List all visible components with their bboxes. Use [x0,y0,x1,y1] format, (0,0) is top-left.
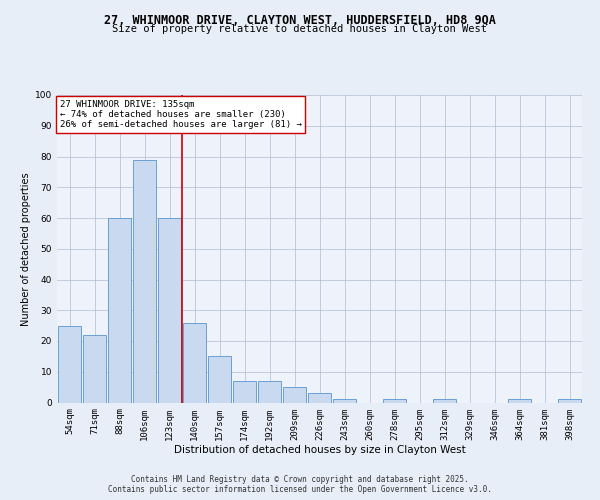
Bar [158,218,181,402]
Bar [208,356,231,403]
Bar [383,400,406,402]
Text: Size of property relative to detached houses in Clayton West: Size of property relative to detached ho… [113,24,487,34]
Bar [308,394,331,402]
Text: Contains HM Land Registry data © Crown copyright and database right 2025.: Contains HM Land Registry data © Crown c… [131,475,469,484]
Bar [183,322,206,402]
Bar [108,218,131,402]
Bar [508,400,531,402]
Text: Contains public sector information licensed under the Open Government Licence v3: Contains public sector information licen… [108,485,492,494]
Bar [258,381,281,402]
Bar [83,335,106,402]
Bar [283,387,306,402]
Bar [558,400,581,402]
Bar [58,326,81,402]
Text: 27, WHINMOOR DRIVE, CLAYTON WEST, HUDDERSFIELD, HD8 9QA: 27, WHINMOOR DRIVE, CLAYTON WEST, HUDDER… [104,14,496,27]
X-axis label: Distribution of detached houses by size in Clayton West: Distribution of detached houses by size … [173,445,466,455]
Bar [233,381,256,402]
Y-axis label: Number of detached properties: Number of detached properties [21,172,31,326]
Bar [333,400,356,402]
Bar [433,400,456,402]
Bar [133,160,156,402]
Text: 27 WHINMOOR DRIVE: 135sqm
← 74% of detached houses are smaller (230)
26% of semi: 27 WHINMOOR DRIVE: 135sqm ← 74% of detac… [59,100,302,130]
